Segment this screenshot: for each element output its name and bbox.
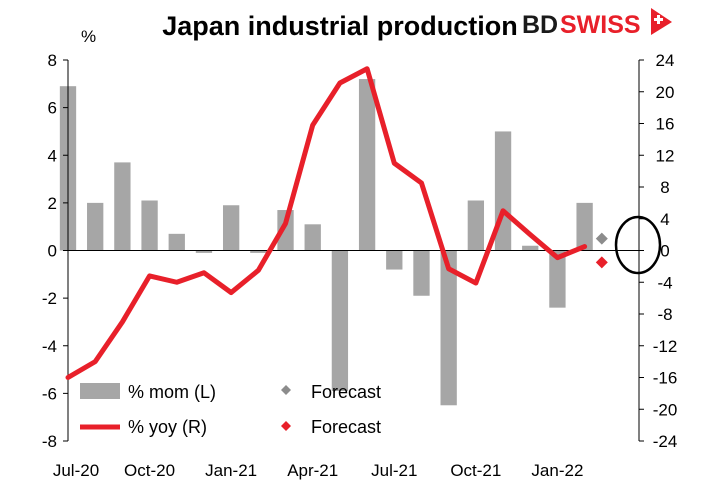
left-tick-label: 8: [48, 51, 57, 70]
legend: % mom (L) Forecast % yoy (R) Forecast: [80, 382, 381, 437]
bar-Aug-20: [87, 202, 104, 251]
bar-Oct-21: [467, 200, 485, 251]
forecast-marker-red: [595, 256, 608, 269]
bar-Jan-22: [549, 250, 566, 308]
left-tick-label: -6: [42, 384, 57, 403]
left-tick-label: 4: [48, 146, 57, 165]
right-tick-label: 4: [660, 210, 669, 229]
left-tick-label: 0: [48, 242, 57, 261]
legend-label-forecast-red: Forecast: [311, 417, 381, 437]
left-tick-label: 6: [48, 99, 57, 118]
line-series-yoy: [65, 66, 588, 380]
right-tick-label: -24: [653, 432, 678, 451]
right-tick-label: 8: [660, 178, 669, 197]
legend-label-mom: % mom (L): [128, 382, 216, 402]
legend-label-yoy: % yoy (R): [128, 417, 207, 437]
legend-label-forecast-grey: Forecast: [311, 382, 381, 402]
x-axis-ticks: Jul-20 Oct-20 Jan-21 Apr-21 Jul-21 Oct-21 Jan-…: [53, 461, 584, 480]
bar-Jan-21: [222, 205, 240, 251]
logo-text-accent: SWISS: [560, 11, 641, 39]
bar-Mar-21: [277, 210, 294, 251]
legend-diamond-grey-icon: [281, 385, 291, 395]
forecast-highlight-circle: [614, 215, 662, 275]
bar-Jun-21: [358, 79, 376, 251]
right-tick-label: -20: [653, 400, 678, 419]
right-tick-label: 24: [656, 51, 675, 70]
bar-Dec-20: [195, 250, 213, 253]
right-tick-label: 0: [660, 242, 669, 261]
bar-Aug-21: [413, 250, 430, 296]
bar-Feb-22: [576, 202, 593, 251]
logo-text-dark: BD: [522, 11, 558, 39]
bar-series-mom: [59, 79, 593, 406]
bar-Apr-21: [304, 224, 321, 251]
logo-flag-icon: [651, 8, 672, 35]
legend-swatch-mom: [80, 383, 120, 399]
bar-May-21: [331, 250, 349, 391]
right-tick-label: 20: [656, 83, 675, 102]
left-tick-label: -8: [42, 432, 57, 451]
bar-Jul-21: [386, 250, 403, 270]
legend-diamond-red-icon: [281, 421, 291, 431]
bar-Sep-20: [114, 162, 131, 251]
left-tick-label: -4: [42, 337, 57, 356]
yoy-line: [65, 66, 588, 380]
bar-Feb-21: [250, 250, 267, 253]
bar-Sep-21: [440, 250, 457, 406]
left-axis-ticks: 8 6 4 2 0 -2 -4 -6 -8: [42, 51, 68, 451]
left-axis-unit: %: [81, 27, 96, 46]
left-tick-label: -2: [42, 289, 57, 308]
logo-cross-icon-vertical: [657, 15, 660, 24]
x-tick-label: Jul-21: [371, 461, 417, 480]
x-tick-label: Apr-21: [287, 461, 338, 480]
forecast-marker-grey: [595, 232, 608, 245]
chart-title: Japan industrial production: [162, 11, 518, 41]
left-tick-label: 2: [48, 194, 57, 213]
right-tick-label: 16: [656, 115, 675, 134]
x-tick-label: Jan-21: [205, 461, 257, 480]
bar-Nov-20: [168, 233, 185, 251]
right-tick-label: -4: [657, 273, 672, 292]
right-tick-label: -12: [653, 337, 678, 356]
right-axis-ticks: 24 20 16 12 8 4 0 -4 -8 -12 -16 -20 -24: [639, 51, 677, 451]
bar-Oct-20: [141, 200, 158, 251]
x-tick-label: Jan-22: [531, 461, 583, 480]
x-tick-label: Oct-20: [124, 461, 175, 480]
brand-logo: BD SWISS: [522, 8, 672, 39]
right-tick-label: 12: [656, 146, 675, 165]
forecast-markers: [595, 232, 608, 269]
bar-Dec-21: [522, 245, 539, 251]
x-tick-label: Oct-21: [450, 461, 501, 480]
right-tick-label: -16: [653, 369, 678, 388]
right-tick-label: -8: [657, 305, 672, 324]
x-tick-label: Jul-20: [53, 461, 99, 480]
